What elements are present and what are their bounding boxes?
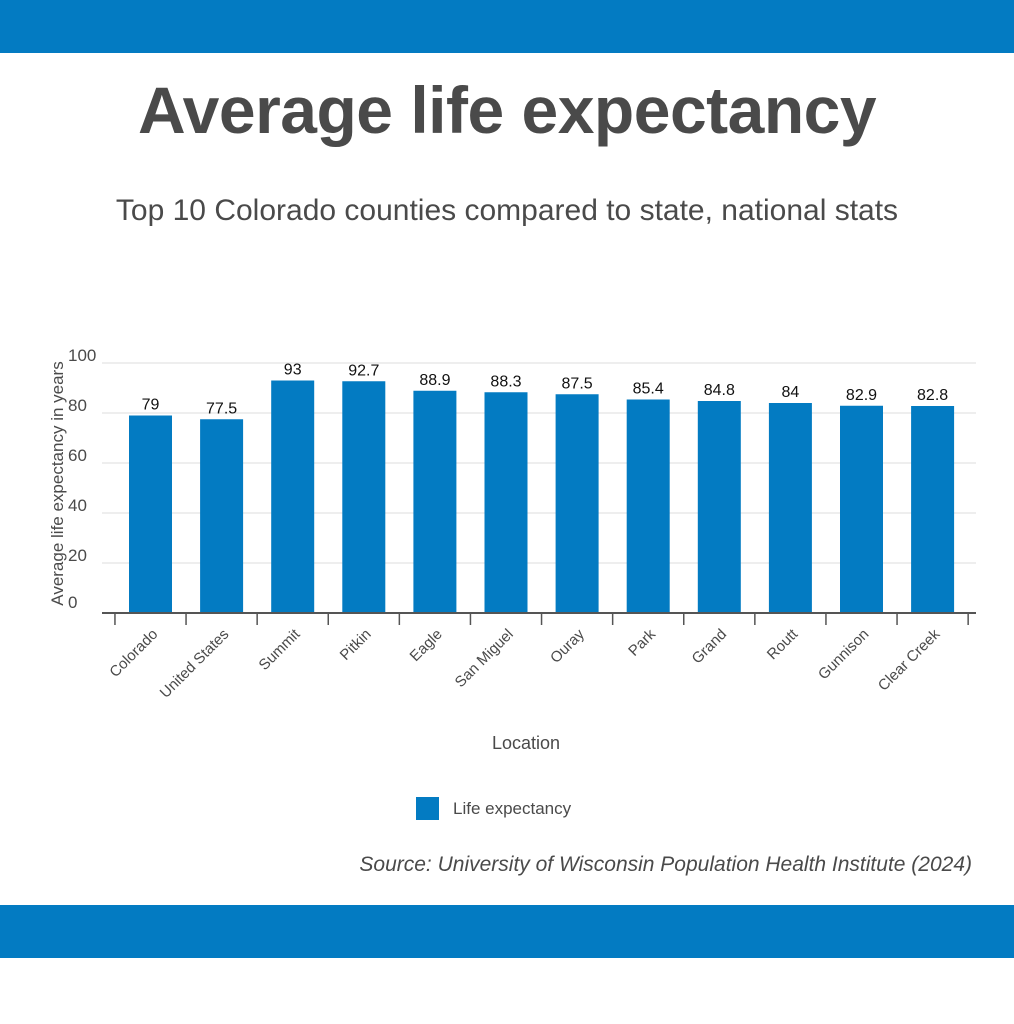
x-tick-label: Gunnison	[815, 626, 872, 683]
legend: Life expectancy	[416, 797, 571, 820]
y-tick-label: 0	[68, 593, 77, 612]
bar-value-label: 85.4	[633, 381, 664, 398]
bar	[342, 381, 386, 613]
bar-value-label: 84.8	[704, 382, 735, 399]
bar	[840, 405, 883, 613]
bar-value-label: 88.3	[490, 373, 521, 390]
bar	[413, 390, 457, 613]
x-axis-title: Location	[492, 733, 560, 753]
bar-value-label: 84	[782, 384, 800, 401]
y-axis-title: Average life expectancy in years	[48, 361, 67, 605]
x-axis-ticks	[114, 613, 969, 625]
bar	[271, 380, 315, 613]
bottom-banner	[0, 905, 1014, 958]
top-banner	[0, 0, 1014, 53]
page-title: Average life expectancy	[137, 73, 877, 147]
y-tick-label: 80	[68, 396, 87, 415]
bar	[911, 406, 955, 613]
x-tick-label: Routt	[764, 625, 802, 663]
bar	[697, 401, 741, 613]
x-tick-label: Eagle	[407, 626, 446, 665]
bar	[200, 419, 244, 613]
x-tick-label: San Miguel	[452, 626, 517, 691]
gridlines	[102, 362, 976, 564]
bar-value-label: 82.8	[917, 387, 948, 404]
legend-swatch	[416, 797, 439, 820]
bar	[626, 399, 670, 613]
x-tick-label: Grand	[689, 626, 731, 668]
legend-label: Life expectancy	[453, 798, 572, 818]
y-tick-label: 60	[68, 446, 87, 465]
bar	[768, 403, 812, 613]
x-tick-label: Pitkin	[337, 626, 375, 664]
x-tick-label: Ouray	[547, 625, 588, 666]
bar-value-label: 92.7	[348, 362, 379, 379]
bar-value-labels: 79 77.5 93 92.7 88.9 88.3 87.5 85.4 84.8 84 82.9 82…	[142, 362, 949, 418]
x-tick-label: Summit	[256, 625, 305, 674]
bar	[129, 415, 172, 613]
bars	[129, 380, 955, 613]
y-axis-ticks: 0 20 40 60 80 100	[68, 346, 96, 612]
bar-value-label: 93	[284, 362, 302, 379]
page-subtitle: Top 10 Colorado counties compared to sta…	[115, 194, 899, 227]
x-tick-label: Colorado	[106, 626, 161, 681]
bar-value-label: 88.9	[419, 372, 450, 389]
y-tick-label: 20	[68, 546, 87, 565]
x-tick-label: Clear Creek	[875, 625, 944, 694]
source-note: Source: University of Wisconsin Populati…	[359, 853, 972, 876]
y-tick-label: 100	[68, 346, 96, 365]
bar-value-label: 82.9	[846, 387, 877, 404]
bar	[555, 394, 599, 613]
bar-value-label: 77.5	[206, 400, 237, 417]
bar-value-label: 87.5	[562, 375, 593, 392]
y-tick-label: 40	[68, 496, 87, 515]
x-tick-label: Park	[625, 625, 659, 659]
x-tick-label: United States	[157, 626, 233, 702]
bar-value-label: 79	[142, 397, 160, 414]
bar-chart: 0 20 40 60 80 100 79 77.5 93 92.7 88.9 88.3 87.5 85.…	[48, 346, 976, 753]
bar	[484, 392, 528, 613]
